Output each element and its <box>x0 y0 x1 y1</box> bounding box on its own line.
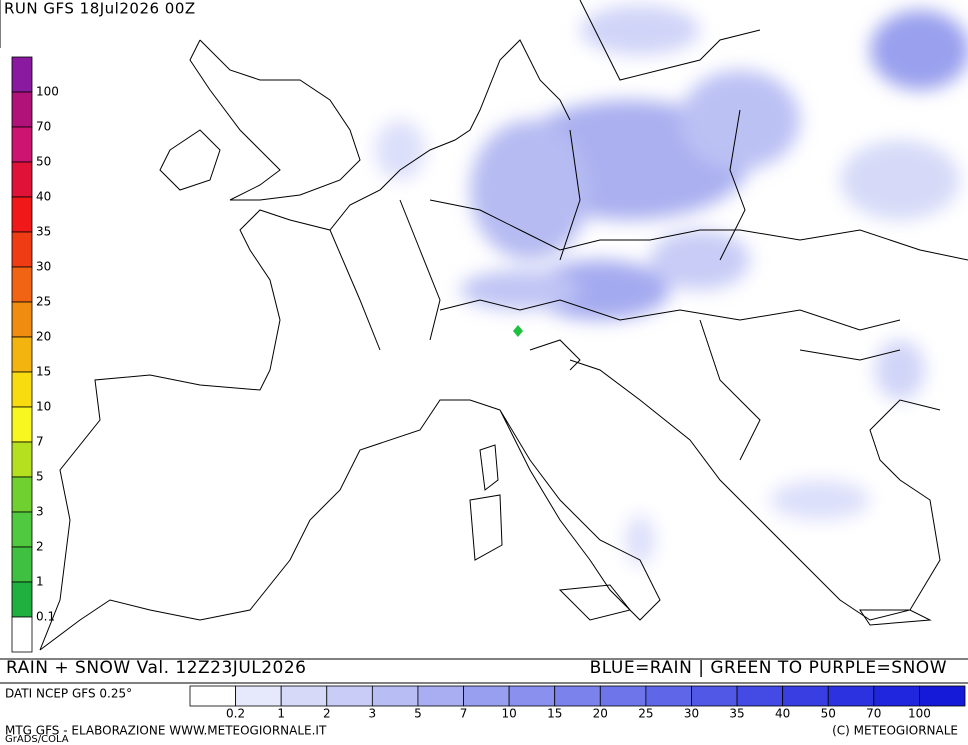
snow-color-box <box>11 126 33 163</box>
rain-color-box <box>508 685 556 707</box>
rain-color-box <box>736 685 784 707</box>
map-title: RAIN + SNOW Val. 12Z23JUL2026 <box>6 658 307 678</box>
snow-scale-label: 10 <box>36 400 51 414</box>
snow-color-box <box>11 231 33 268</box>
rain-color-box <box>873 685 920 707</box>
snow-color-box <box>11 546 33 583</box>
rain-scale-label: 100 <box>908 707 931 721</box>
copyright: (C) METEOGIORNALE <box>832 724 958 738</box>
source: DATI NCEP GFS 0.25° <box>5 687 132 701</box>
snow-scale-label: 0.1 <box>36 610 55 624</box>
rain-color-box <box>827 685 875 707</box>
snow-color-box <box>11 91 33 128</box>
snow-scale-label: 5 <box>36 470 44 484</box>
snow-color-box <box>11 266 33 303</box>
rain-scale-label: 2 <box>323 707 331 721</box>
snow-scale-label: 7 <box>36 435 44 449</box>
snow-color-box <box>11 56 33 93</box>
snow-color-box <box>11 616 33 653</box>
software: GrADS/COLA <box>5 734 69 745</box>
snow-color-box <box>11 371 33 408</box>
credit: MTG GFS - ELABORAZIONE WWW.METEOGIORNALE… <box>5 724 327 738</box>
snow-color-box <box>11 196 33 233</box>
coastlines <box>39 0 968 651</box>
snow-scale-label: 3 <box>36 505 44 519</box>
rain-color-box <box>417 685 464 707</box>
snow-scale-label: 40 <box>36 190 51 204</box>
snow-scale-label: 30 <box>36 260 51 274</box>
rain-color-box <box>326 685 373 707</box>
rain-color-box <box>463 685 510 707</box>
rain-color-box <box>235 685 282 707</box>
rain-color-box <box>554 685 601 707</box>
rain-color-box <box>691 685 738 707</box>
rain-scale-label: 20 <box>593 707 608 721</box>
rain-scale-label: 5 <box>414 707 422 721</box>
snow-scale-label: 1 <box>36 575 44 589</box>
rain-scale-label: 3 <box>369 707 377 721</box>
snow-color-box <box>11 336 33 373</box>
snow-color-box <box>11 581 33 618</box>
rain-color-box <box>371 685 419 707</box>
run-label: RUN GFS 18Jul2026 00Z <box>4 0 196 18</box>
snow-color-box <box>11 161 33 198</box>
snow-scale-label: 100 <box>36 85 59 99</box>
rain-color-box <box>189 685 236 707</box>
rain-scale-label: 15 <box>547 707 562 721</box>
rain-color-box <box>919 685 966 707</box>
rain-color-box <box>782 685 829 707</box>
rain-scale-label: 0.2 <box>226 707 245 721</box>
snow-mark <box>513 325 523 337</box>
snow-color-box <box>11 301 33 338</box>
snow-color-box <box>11 511 33 548</box>
snow-color-box <box>11 476 33 513</box>
rain-areas <box>375 5 968 565</box>
snow-scale-label: 70 <box>36 120 51 134</box>
rain-scale-label: 35 <box>729 707 744 721</box>
rain-scale-label: 25 <box>638 707 653 721</box>
snow-scale-label: 35 <box>36 225 51 239</box>
rain-scale-label: 50 <box>821 707 836 721</box>
snow-scale-label: 2 <box>36 540 44 554</box>
rain-color-box <box>280 685 328 707</box>
rain-scale-label: 1 <box>277 707 285 721</box>
snow-scale-label: 50 <box>36 155 51 169</box>
rain-scale-label: 7 <box>460 707 468 721</box>
rain-color-box <box>645 685 692 707</box>
snow-scale-label: 25 <box>36 295 51 309</box>
snow-scale-label: 20 <box>36 330 51 344</box>
snow-scale-label: 15 <box>36 365 51 379</box>
snow-color-box <box>11 441 33 478</box>
rain-scale-label: 70 <box>866 707 881 721</box>
rain-color-box <box>599 685 647 707</box>
rain-scale-label: 10 <box>501 707 516 721</box>
legend-note: BLUE=RAIN | GREEN TO PURPLE=SNOW <box>590 658 947 678</box>
snow-color-box <box>11 406 33 443</box>
rain-scale-label: 30 <box>684 707 699 721</box>
rain-scale-label: 40 <box>775 707 790 721</box>
